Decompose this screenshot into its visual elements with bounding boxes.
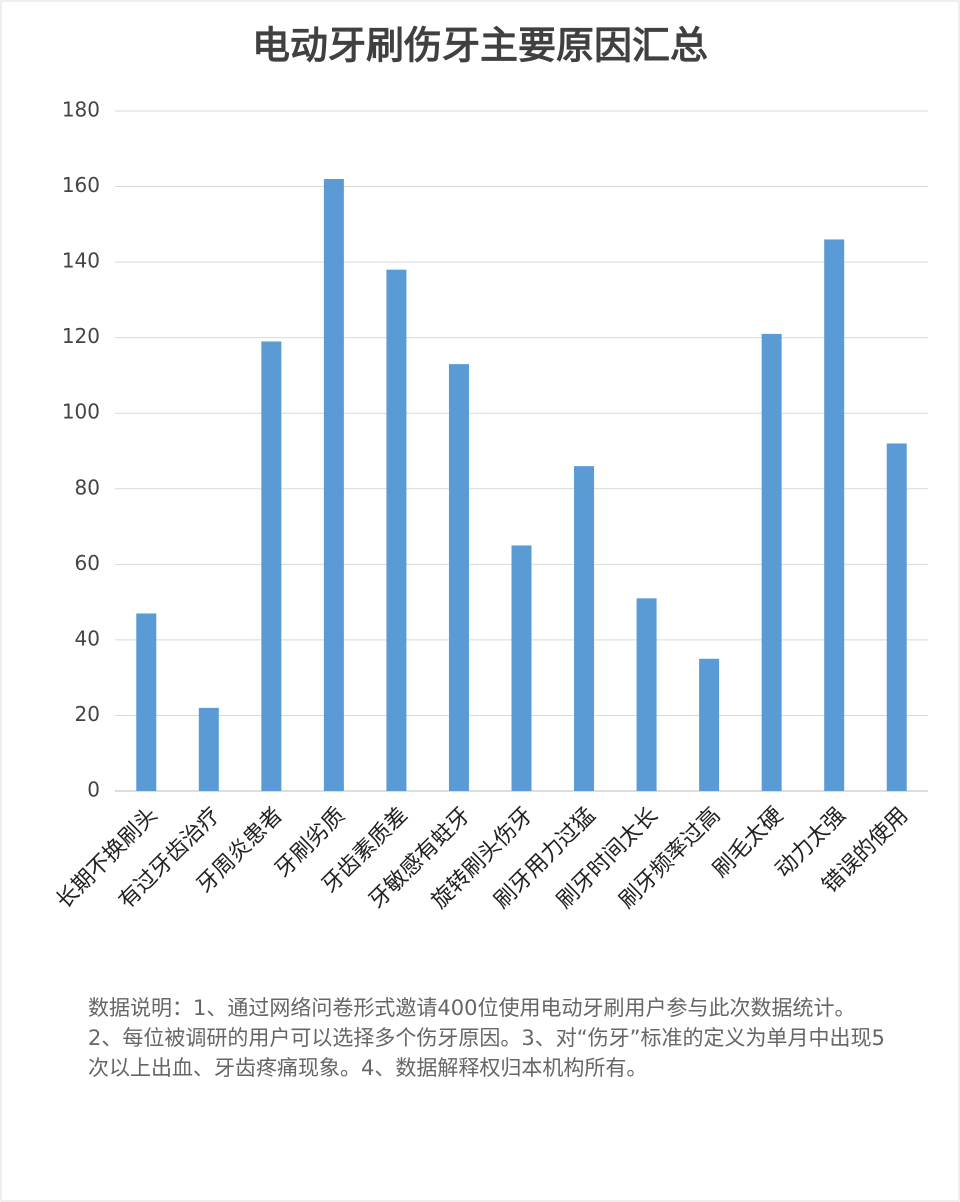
- y-tick-label: 0: [87, 778, 100, 802]
- bar: [886, 443, 907, 791]
- bar: [574, 466, 595, 791]
- y-tick-label: 20: [75, 702, 100, 726]
- y-tick-label: 100: [62, 400, 100, 424]
- y-tick-label: 40: [75, 626, 100, 650]
- bar: [261, 341, 282, 791]
- bar: [636, 598, 657, 791]
- chart-title: 电动牙刷伤牙主要原因汇总: [252, 24, 708, 68]
- bar: [386, 269, 407, 792]
- bar: [511, 545, 532, 791]
- y-tick-label: 60: [75, 551, 100, 575]
- bar: [761, 333, 782, 791]
- bar: [136, 613, 157, 791]
- bar: [699, 658, 720, 791]
- y-tick-label: 160: [62, 173, 100, 197]
- bar: [448, 364, 469, 791]
- y-tick-label: 180: [62, 98, 100, 122]
- y-tick-label: 120: [62, 324, 100, 348]
- bar: [824, 239, 845, 791]
- y-tick-label: 80: [75, 475, 100, 499]
- bar: [323, 179, 344, 791]
- y-tick-label: 140: [62, 249, 100, 273]
- note: 数据说明：1、通过网络问卷形式邀请400位使用电动牙刷用户参与此次数据统计。2、…: [88, 996, 885, 1080]
- bar: [198, 707, 219, 791]
